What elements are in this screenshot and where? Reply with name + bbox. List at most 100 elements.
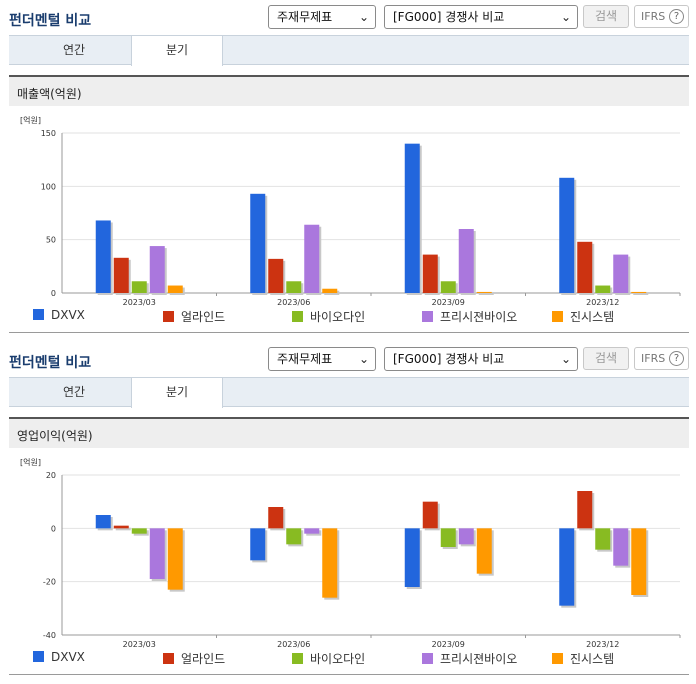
- legend-swatch: [552, 653, 563, 664]
- legend-item[interactable]: 프리시젼바이오: [422, 650, 517, 667]
- bar-DXVX: [404, 143, 420, 293]
- panel-title: 펀더멘털 비교: [9, 355, 92, 371]
- bar-DXVX: [559, 528, 575, 606]
- ifrs-label: IFRS: [641, 352, 666, 365]
- x-tick-label: 2023/12: [586, 640, 619, 649]
- legend-swatch: [33, 309, 44, 320]
- legend-swatch: [163, 653, 174, 664]
- bar-프리시젼바이오: [613, 254, 629, 293]
- chart-legend: DXVX 얼라인드 바이오다인 프리시젼바이오 진시스템: [0, 650, 696, 668]
- legend-item[interactable]: 얼라인드: [163, 650, 225, 667]
- legend-item[interactable]: 얼라인드: [163, 308, 225, 325]
- bar-바이오다인: [595, 285, 611, 293]
- bar-얼라인드: [422, 254, 438, 293]
- legend-swatch: [422, 653, 433, 664]
- legend-swatch: [292, 653, 303, 664]
- legend-item[interactable]: DXVX: [33, 308, 85, 322]
- bar-DXVX: [95, 220, 111, 293]
- bar-진시스템: [322, 288, 338, 293]
- bar-바이오다인: [595, 528, 611, 550]
- period-tabs: 연간 분기: [9, 377, 689, 408]
- bar-얼라인드: [113, 257, 129, 293]
- bar-프리시젼바이오: [458, 528, 474, 545]
- ifrs-button[interactable]: IFRS ?: [634, 5, 689, 28]
- tab-annual[interactable]: 연간: [62, 385, 86, 399]
- search-button[interactable]: 검색: [583, 5, 629, 28]
- fundamental-panel-revenue: 펀더멘털 비교 주재무제표 ⌄ [FG000] 경쟁사 비교 ⌄ 검색 IFRS…: [0, 0, 696, 333]
- y-tick-label: 20: [46, 471, 56, 480]
- statement-type-value: 주재무제표: [277, 352, 333, 366]
- divider: [9, 674, 689, 675]
- bar-얼라인드: [268, 507, 284, 529]
- chevron-down-icon: ⌄: [358, 352, 369, 366]
- panel-header: 펀더멘털 비교 주재무제표 ⌄ [FG000] 경쟁사 비교 ⌄ 검색 IFRS…: [0, 0, 696, 34]
- tab-annual[interactable]: 연간: [62, 43, 86, 57]
- y-tick-label: 100: [41, 182, 56, 191]
- help-icon[interactable]: ?: [669, 9, 684, 24]
- legend-label: 바이오다인: [310, 310, 366, 324]
- axis-unit-label: [억원]: [20, 115, 41, 125]
- bar-프리시젼바이오: [304, 528, 320, 534]
- statement-type-select[interactable]: 주재무제표 ⌄: [268, 5, 376, 29]
- legend-swatch: [163, 311, 174, 322]
- x-tick-label: 2023/06: [277, 298, 310, 307]
- bar-진시스템: [631, 291, 647, 293]
- fundamental-panel-operating-income: 펀더멘털 비교 주재무제표 ⌄ [FG000] 경쟁사 비교 ⌄ 검색 IFRS…: [0, 342, 696, 684]
- bar-DXVX: [95, 515, 111, 529]
- bar-DXVX: [250, 528, 266, 561]
- legend-swatch: [33, 651, 44, 662]
- legend-swatch: [292, 311, 303, 322]
- bar-프리시젼바이오: [149, 246, 165, 293]
- bar-shadow: [115, 527, 131, 531]
- x-tick-label: 2023/06: [277, 640, 310, 649]
- operating-income-chart-svg: [억원] -40 -20 0 20 2023/03 2023/06 2023/09 2023/1…: [20, 457, 681, 649]
- tab-quarterly[interactable]: 분기: [131, 36, 223, 66]
- panel-header: 펀더멘털 비교 주재무제표 ⌄ [FG000] 경쟁사 비교 ⌄ 검색 IFRS…: [0, 342, 696, 376]
- legend-item[interactable]: 바이오다인: [292, 650, 365, 667]
- comparison-select[interactable]: [FG000] 경쟁사 비교 ⌄: [384, 5, 578, 29]
- bar-프리시젼바이오: [304, 224, 320, 293]
- chevron-down-icon: ⌄: [560, 10, 571, 24]
- x-tick-label: 2023/12: [586, 298, 619, 307]
- panel-title: 펀더멘털 비교: [9, 13, 92, 29]
- bar-DXVX: [250, 193, 266, 293]
- chevron-down-icon: ⌄: [358, 10, 369, 24]
- comparison-select[interactable]: [FG000] 경쟁사 비교 ⌄: [384, 347, 578, 371]
- legend-label: DXVX: [51, 650, 85, 664]
- legend-swatch: [422, 311, 433, 322]
- bar-DXVX: [404, 528, 420, 587]
- y-tick-label: -20: [43, 578, 56, 587]
- bar-바이오다인: [131, 281, 147, 293]
- bar-진시스템: [167, 528, 183, 590]
- chart-subtitle: 영업이익(억원): [17, 429, 93, 443]
- statement-type-select[interactable]: 주재무제표 ⌄: [268, 347, 376, 371]
- bar-프리시젼바이오: [458, 229, 474, 293]
- legend-label: 진시스템: [570, 652, 615, 666]
- comparison-value: [FG000] 경쟁사 비교: [393, 352, 505, 366]
- period-tabs: 연간 분기: [9, 35, 689, 66]
- legend-item[interactable]: 바이오다인: [292, 308, 365, 325]
- y-tick-label: 150: [41, 129, 56, 138]
- help-icon[interactable]: ?: [669, 351, 684, 366]
- bar-얼라인드: [577, 491, 593, 529]
- bar-얼라인드: [422, 501, 438, 529]
- bar-진시스템: [322, 528, 338, 598]
- bar-진시스템: [476, 291, 492, 293]
- legend-item[interactable]: 프리시젼바이오: [422, 308, 517, 325]
- bar-shadow: [478, 293, 494, 295]
- y-tick-label: 0: [51, 289, 56, 298]
- bar-바이오다인: [440, 528, 456, 547]
- search-button[interactable]: 검색: [583, 347, 629, 370]
- legend-item[interactable]: 진시스템: [552, 308, 614, 325]
- legend-item[interactable]: DXVX: [33, 650, 85, 664]
- chart-legend: DXVX 얼라인드 바이오다인 프리시젼바이오 진시스템: [0, 308, 696, 326]
- tab-quarterly[interactable]: 분기: [131, 378, 223, 408]
- x-tick-label: 2023/03: [123, 640, 156, 649]
- chart-subtitle-bar: 매출액(억원): [9, 75, 689, 106]
- y-tick-label: -40: [43, 631, 56, 640]
- bar-프리시젼바이오: [149, 528, 165, 579]
- ifrs-label: IFRS: [641, 10, 666, 23]
- legend-item[interactable]: 진시스템: [552, 650, 614, 667]
- ifrs-button[interactable]: IFRS ?: [634, 347, 689, 370]
- chart-subtitle-bar: 영업이익(억원): [9, 417, 689, 448]
